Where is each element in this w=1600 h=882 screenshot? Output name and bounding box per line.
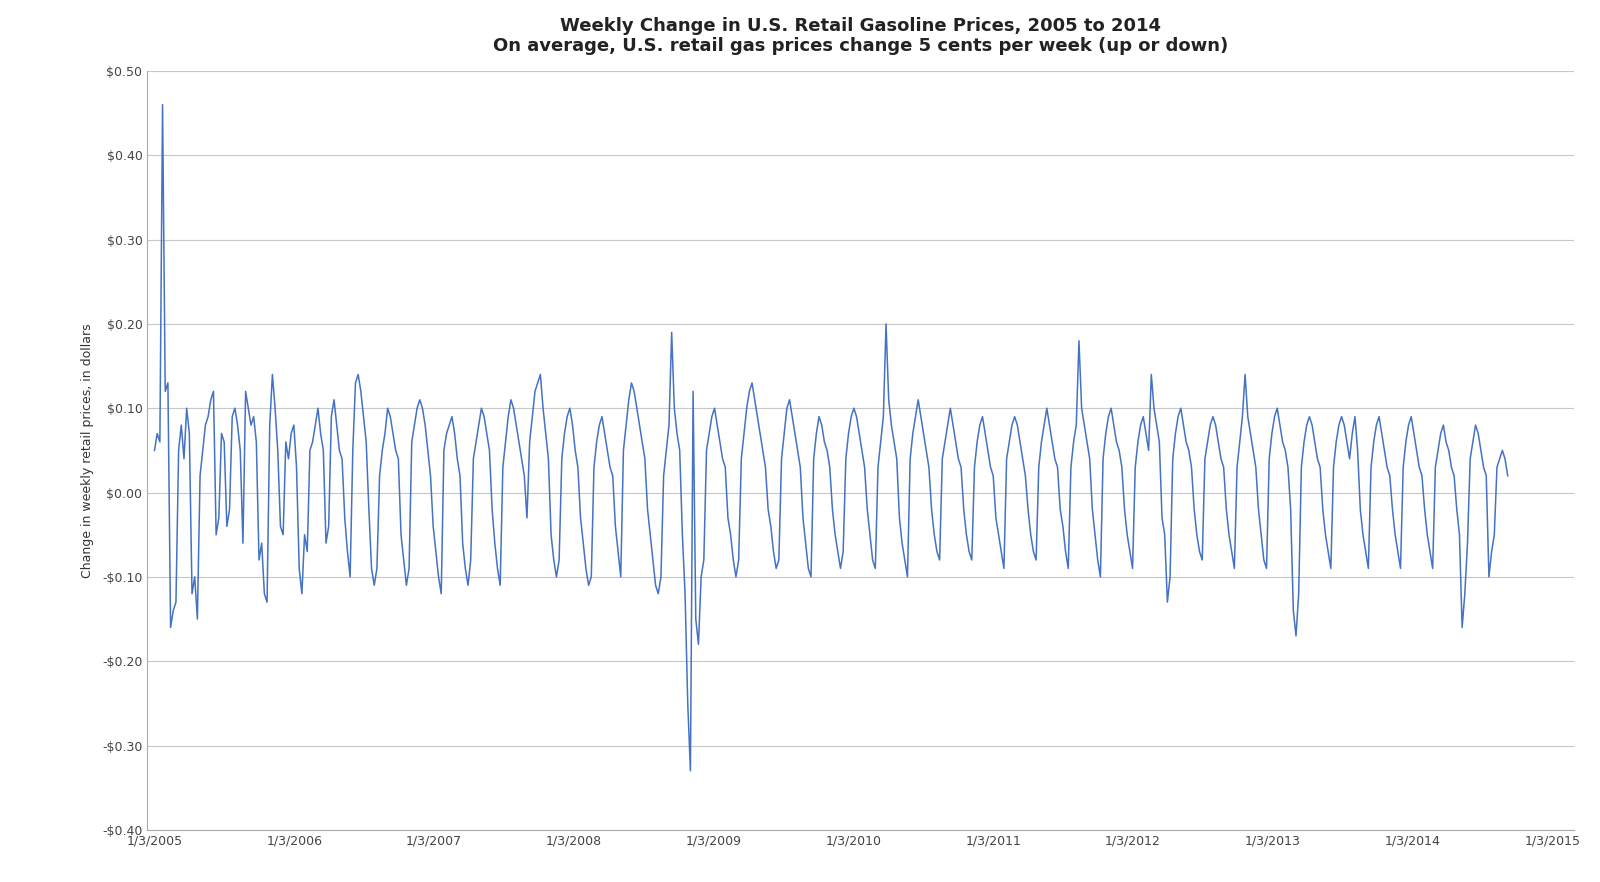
Y-axis label: Change in weekly retail prices, in dollars: Change in weekly retail prices, in dolla… (80, 323, 94, 578)
Title: Weekly Change in U.S. Retail Gasoline Prices, 2005 to 2014
On average, U.S. reta: Weekly Change in U.S. Retail Gasoline Pr… (493, 17, 1229, 56)
